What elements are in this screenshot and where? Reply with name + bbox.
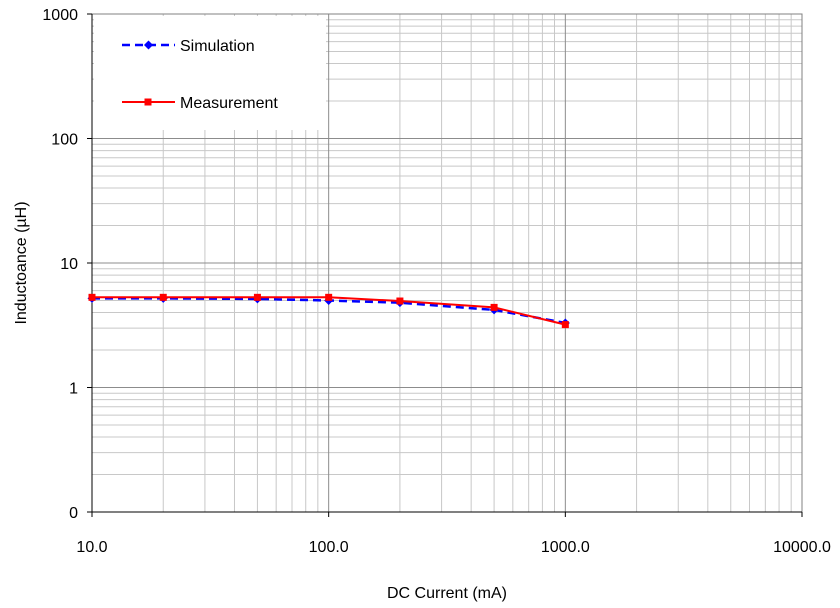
axes bbox=[87, 13, 803, 517]
data-point-measurement bbox=[396, 297, 404, 305]
y-tick-label: 1000 bbox=[42, 7, 78, 24]
series-layer bbox=[87, 293, 570, 329]
data-point-measurement bbox=[88, 293, 96, 301]
x-axis-title: DC Current (mA) bbox=[387, 585, 507, 602]
x-tick-label: 10.0 bbox=[76, 539, 107, 556]
data-point-measurement bbox=[490, 303, 498, 311]
legend: Simulation Measurement bbox=[94, 16, 326, 130]
x-tick-label: 10000.0 bbox=[773, 539, 831, 556]
x-tick-label: 100.0 bbox=[309, 539, 349, 556]
data-point-measurement bbox=[325, 293, 333, 301]
x-tick-labels: 10.0 100.0 1000.0 10000.0 bbox=[76, 539, 831, 556]
data-point-measurement bbox=[253, 293, 261, 301]
x-tick-label: 1000.0 bbox=[541, 539, 590, 556]
data-point-measurement bbox=[561, 321, 569, 329]
y-axis-title: Inductoance (µH) bbox=[13, 201, 30, 324]
data-point-measurement bbox=[159, 293, 167, 301]
legend-box bbox=[94, 16, 326, 130]
y-tick-label: 10 bbox=[60, 256, 78, 273]
y-tick-label: 1 bbox=[69, 381, 78, 398]
y-tick-label: 0 bbox=[69, 505, 78, 522]
y-tick-labels: 0 1 10 100 1000 bbox=[42, 7, 78, 522]
legend-marker-simulation bbox=[144, 40, 153, 50]
legend-label-measurement: Measurement bbox=[180, 95, 278, 112]
y-tick-label: 100 bbox=[51, 132, 78, 149]
legend-label-simulation: Simulation bbox=[180, 38, 255, 55]
legend-marker-measurement bbox=[144, 98, 152, 106]
